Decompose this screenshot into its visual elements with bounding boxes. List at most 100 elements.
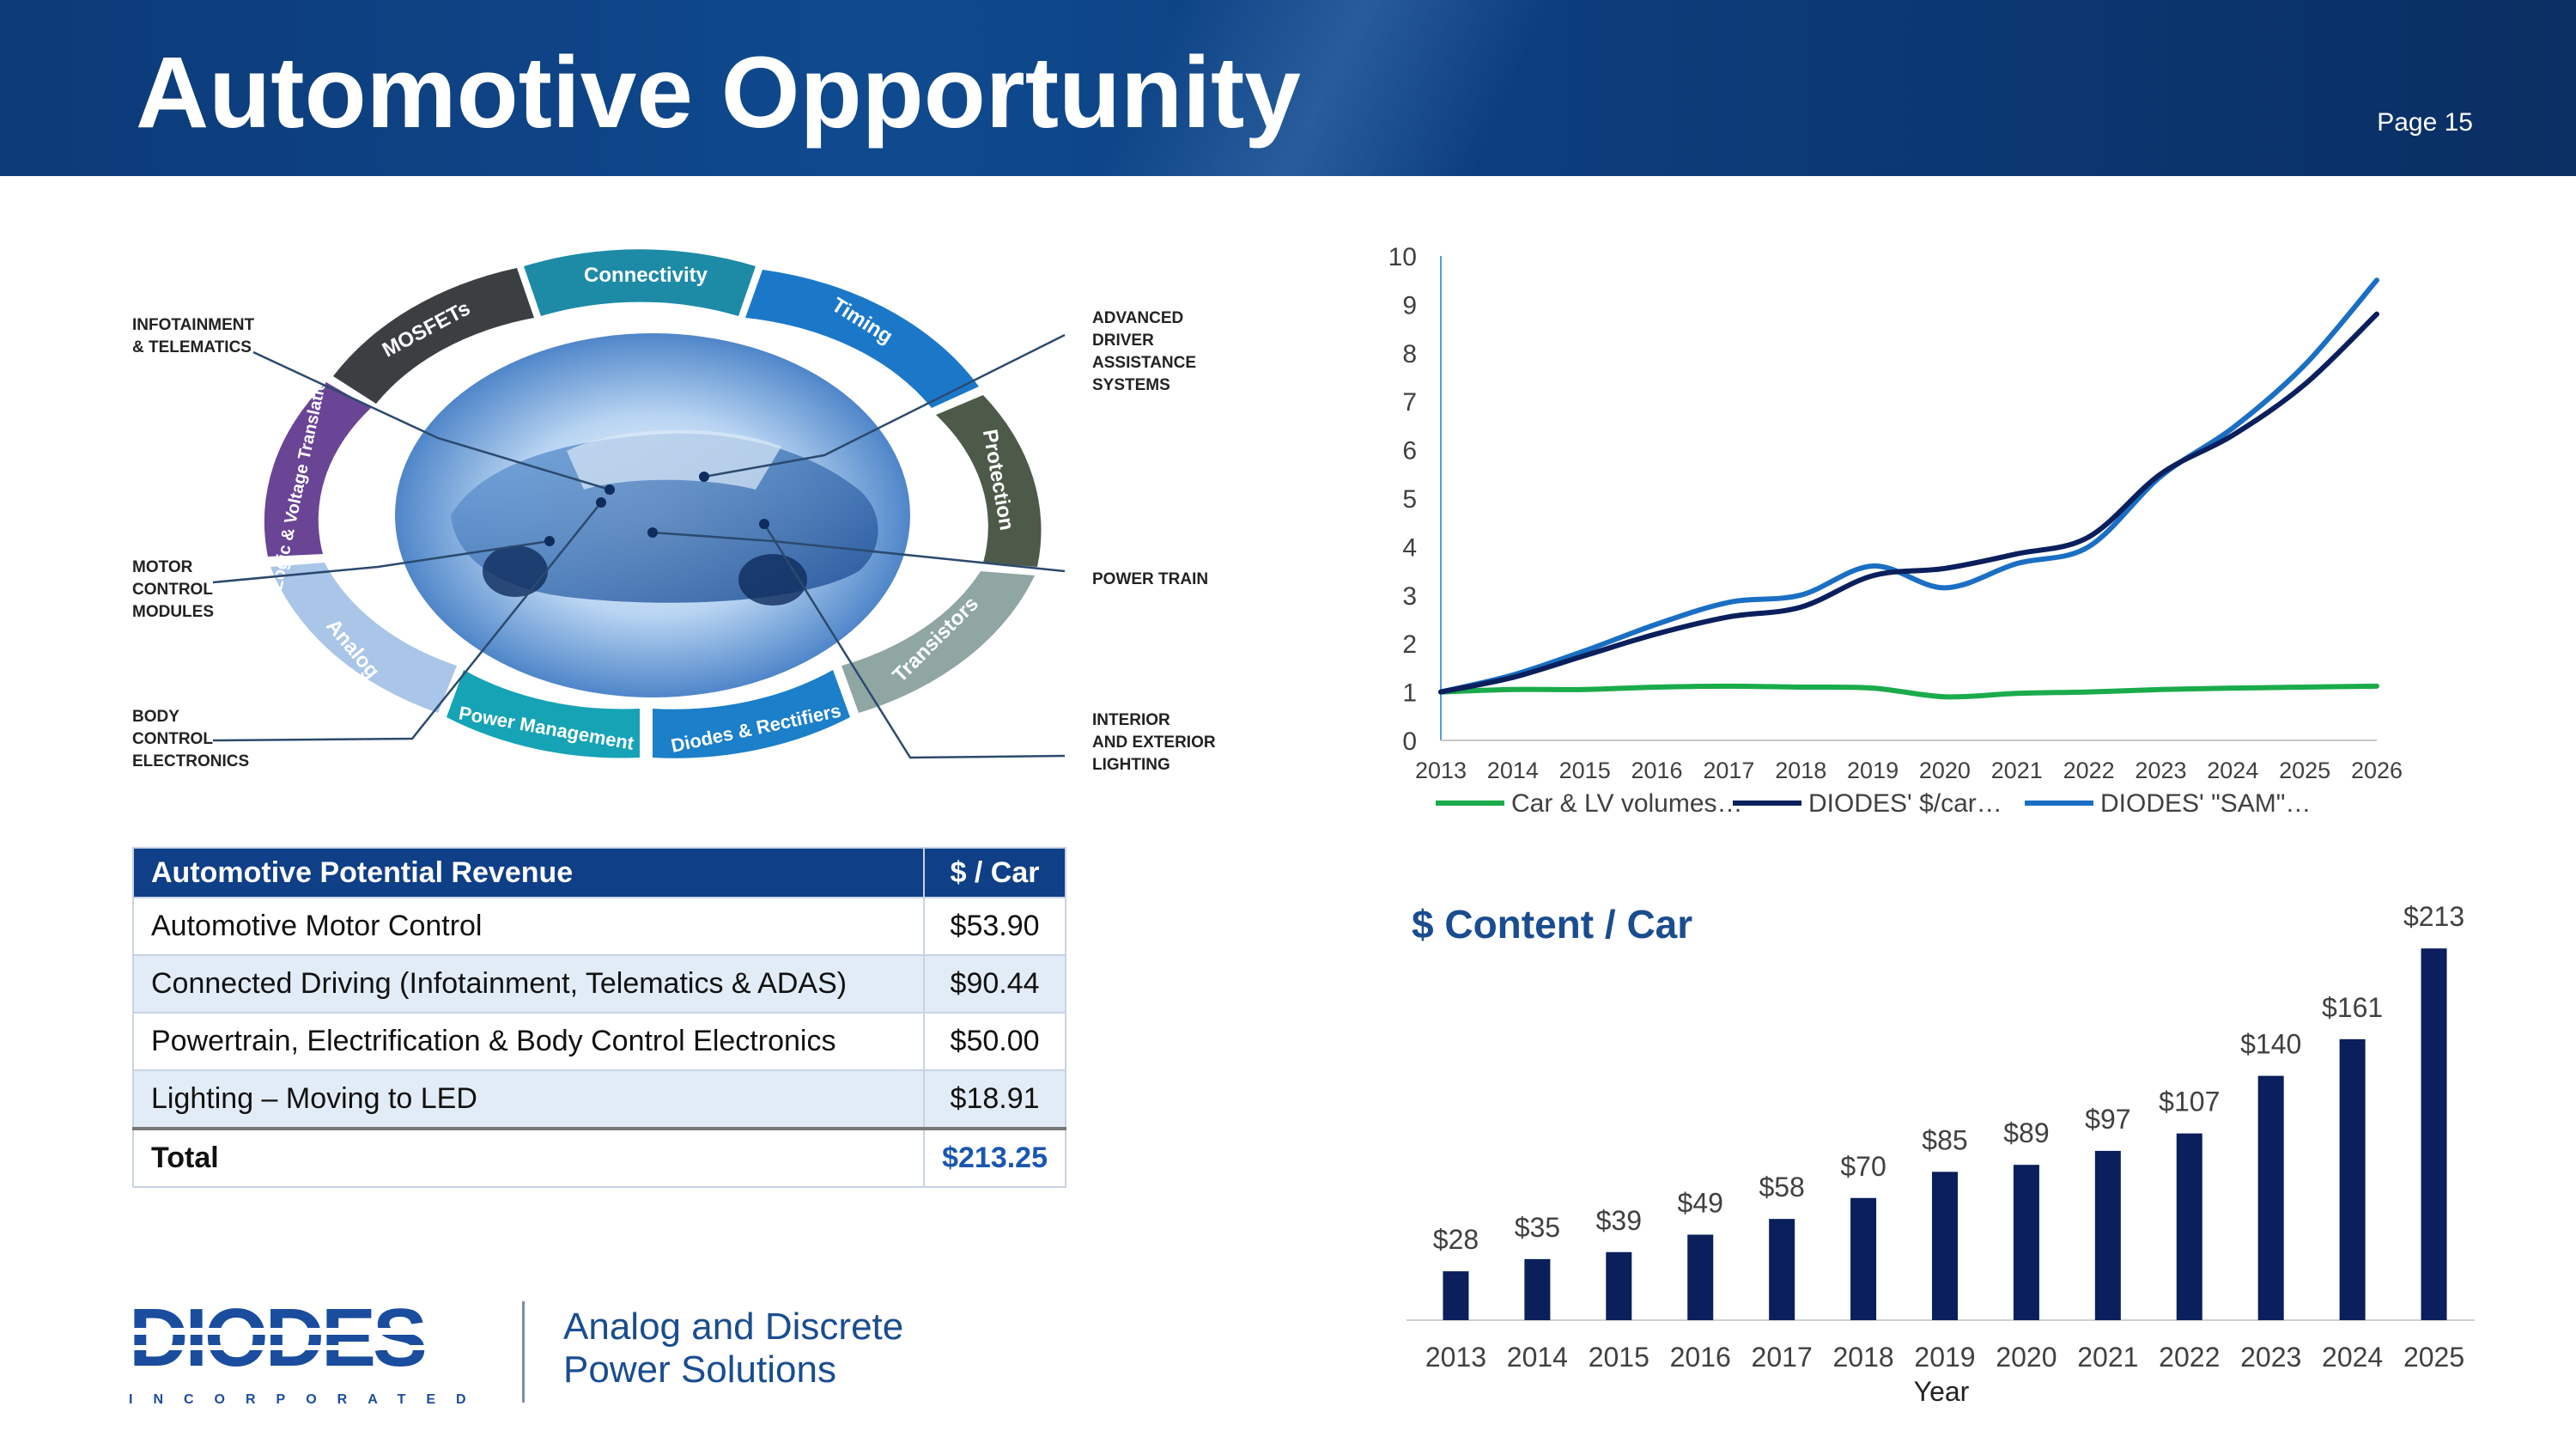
table-header-row: Automotive Potential Revenue $ / Car [131, 847, 1066, 898]
slide-header: Automotive Opportunity Page 15 [0, 0, 2576, 176]
logo-wordmark: DIODES [129, 1297, 425, 1384]
x-tick-label: 2022 [2063, 758, 2115, 783]
x-tick-label: 2015 [1559, 758, 1611, 783]
callout-lighting-1: INTERIOR [1092, 711, 1170, 729]
y-tick-label: 10 [1388, 243, 1417, 271]
bar-category-label: 2018 [1832, 1342, 1893, 1373]
y-tick-label: 6 [1402, 437, 1417, 466]
table-cell-label: Lighting – Moving to LED [131, 1069, 926, 1129]
table-cell-value: $18.91 [923, 1069, 1066, 1129]
x-tick-label: 2023 [2135, 758, 2186, 783]
callout-adas-3: ASSISTANCE [1092, 354, 1196, 372]
bar-value-label: $58 [1759, 1172, 1804, 1202]
bar [2176, 1133, 2202, 1320]
bar-category-label: 2025 [2403, 1342, 2464, 1373]
bar-value-label: $28 [1433, 1224, 1479, 1255]
bar-category-label: 2022 [2159, 1342, 2220, 1373]
page-number: Page 15 [2377, 108, 2473, 137]
callout-adas-4: SYSTEMS [1092, 376, 1170, 394]
line-chart-svg: 0 1 2 3 4 5 6 7 8 9 10 2013 2014 2015 2016 2017 2018 2019… [1388, 243, 2403, 818]
callout-motor-1: MOTOR [132, 558, 193, 576]
segment-label-connectivity: Connectivity [584, 264, 708, 287]
logo-stripe-1 [129, 1328, 481, 1335]
table-cell-value: $90.44 [923, 954, 1066, 1014]
bar [1687, 1234, 1714, 1320]
bar-x-axis-title: Year [1914, 1376, 1970, 1407]
y-tick-label: 7 [1402, 388, 1417, 417]
x-tick-label: 2024 [2207, 758, 2258, 783]
bar-category-label: 2021 [2077, 1342, 2138, 1373]
bar-chart-title: $ Content / Car [1412, 902, 1692, 947]
table-cell-value: $53.90 [923, 897, 1066, 956]
bar-category-label: 2019 [1914, 1342, 1975, 1373]
x-tick-label: 2025 [2279, 758, 2330, 783]
callout-powertrain: POWER TRAIN [1092, 570, 1208, 588]
slide-title: Automotive Opportunity [136, 36, 1301, 149]
legend-label: DIODES' "SAM"… [2100, 789, 2311, 818]
bar [1769, 1219, 1795, 1320]
tagline-line-1: Analog and Discrete [563, 1306, 904, 1348]
table-row: Automotive Motor Control $53.90 [131, 897, 1066, 956]
callout-text: INFOTAINMENT & TELEMATICS MOTOR CONTROL … [132, 309, 1216, 774]
x-tick-label: 2019 [1847, 758, 1899, 783]
bar [1606, 1251, 1632, 1320]
bar [2013, 1165, 2039, 1320]
bar-value-label: $213 [2403, 901, 2464, 932]
x-tick-label: 2016 [1631, 758, 1682, 783]
table-cell-label: Connected Driving (Infotainment, Telemat… [131, 954, 926, 1014]
segment-protection [936, 395, 1042, 567]
bar [1524, 1258, 1551, 1320]
automotive-segment-diagram: Connectivity Timing Protection Transisto… [120, 232, 1236, 816]
segment-mosfets [333, 268, 534, 404]
segment-power-management [447, 670, 640, 758]
table-row: Powertrain, Electrification & Body Contr… [131, 1012, 1066, 1071]
table-header-per-car: $ / Car [923, 847, 1066, 898]
x-tick-label: 2018 [1775, 758, 1826, 783]
y-tick-label: 2 [1402, 630, 1417, 659]
table-cell-label: Powertrain, Electrification & Body Contr… [131, 1012, 926, 1071]
bar-category-label: 2020 [1996, 1342, 2057, 1373]
bar-value-label: $39 [1596, 1205, 1642, 1236]
bar-category-label: 2014 [1507, 1342, 1568, 1373]
bar [2421, 948, 2447, 1320]
table-row: Connected Driving (Infotainment, Telemat… [131, 954, 1066, 1014]
bar-value-label: $35 [1515, 1212, 1560, 1243]
legend-label: Car & LV volumes… [1511, 789, 1743, 818]
callout-body-1: BODY [132, 708, 179, 726]
callout-body-3: ELECTRONICS [132, 752, 249, 770]
bar-value-label: $89 [2003, 1117, 2049, 1148]
tagline-line-2: Power Solutions [563, 1349, 836, 1391]
brand-tagline: Analog and Discrete Power Solutions [563, 1306, 903, 1391]
y-tick-label: 5 [1402, 485, 1417, 514]
content-per-car-bar-chart: $ Content / Car $28 2013 $35 2014 $39 2015 $49 2… [1374, 885, 2490, 1417]
callout-dots [544, 472, 769, 546]
bar-value-label: $161 [2322, 992, 2383, 1023]
bar-category-label: 2024 [2322, 1342, 2383, 1373]
segment-analog [270, 563, 457, 713]
bar [2257, 1075, 2284, 1320]
bar-value-label: $97 [2085, 1104, 2130, 1135]
x-tick-label: 2020 [1919, 758, 1971, 783]
y-tick-label: 8 [1402, 340, 1417, 368]
segment-wheel-svg: Connectivity Timing Protection Transisto… [132, 249, 1216, 774]
y-tick-label: 1 [1402, 679, 1417, 708]
callout-infotainment-2: & TELEMATICS [132, 338, 252, 356]
series-line-1 [1438, 311, 2379, 695]
bar-category-label: 2013 [1425, 1342, 1486, 1373]
callout-adas-1: ADVANCED [1092, 309, 1183, 327]
bar [1850, 1197, 1877, 1320]
segment-connectivity [524, 249, 756, 316]
callout-infotainment-1: INFOTAINMENT [132, 316, 255, 334]
diodes-logo: DIODES INCORPORATED [129, 1292, 987, 1409]
bar-value-label: $85 [1922, 1124, 1967, 1155]
callout-motor-3: MODULES [132, 603, 214, 621]
revenue-table: Automotive Potential Revenue $ / Car Aut… [131, 847, 1066, 1188]
callout-body-2: CONTROL [132, 730, 213, 748]
x-tick-label: 2014 [1487, 758, 1539, 783]
x-tick-label: 2017 [1703, 758, 1754, 783]
callout-lighting-2: AND EXTERIOR [1092, 734, 1216, 752]
bar-value-label: $140 [2240, 1029, 2301, 1060]
y-tick-label: 3 [1402, 582, 1417, 611]
bar-category-label: 2015 [1589, 1342, 1649, 1373]
table-row: Lighting – Moving to LED $18.91 [131, 1069, 1066, 1129]
